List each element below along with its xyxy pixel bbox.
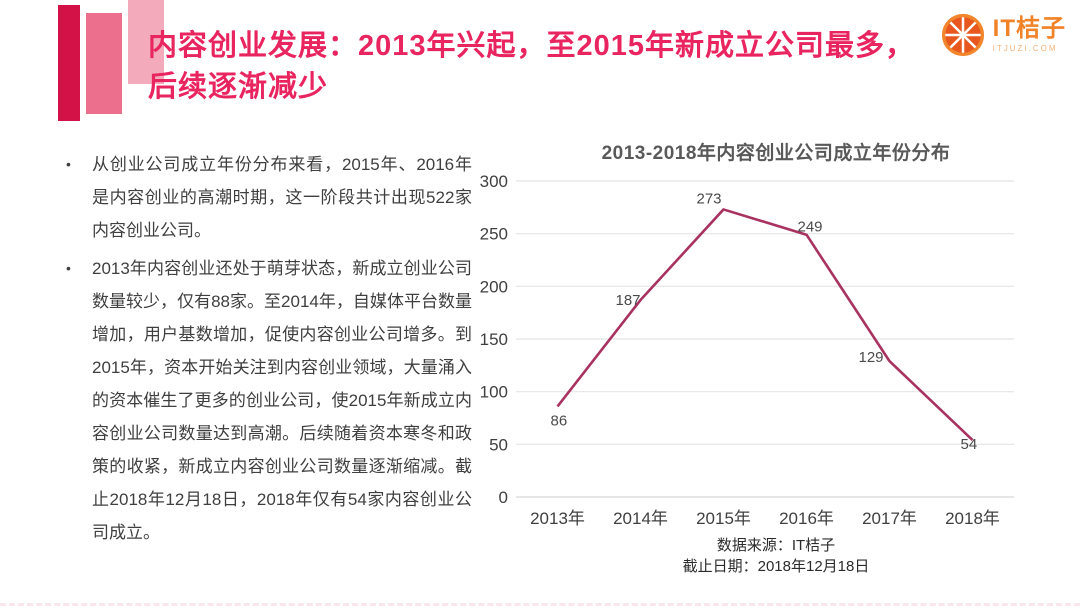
- slide-title-line2: 后续逐渐减少: [148, 70, 329, 103]
- logo-name: IT桔子: [992, 15, 1066, 42]
- data-label: 273: [697, 190, 722, 207]
- bullet-item-2: • 2013年内容创业还处于萌芽状态，新成立创业公司数量较少，仅有88家。至20…: [62, 252, 472, 549]
- line-chart-panel: 2013-2018年内容创业公司成立年份分布 0 50 100 150 200 250 30…: [480, 138, 1072, 577]
- bullet-text-2: 2013年内容创业还处于萌芽状态，新成立创业公司数量较少，仅有88家。至2014…: [92, 259, 472, 542]
- bullet-list: • 从创业公司成立年份分布来看，2015年、2016年是内容创业的高潮时期，这一…: [62, 148, 472, 554]
- orange-fruit-icon: [941, 13, 984, 57]
- chart-title: 2013-2018年内容创业公司成立年份分布: [601, 143, 951, 164]
- data-label: 54: [961, 436, 978, 453]
- chart-line-series: [556, 208, 974, 442]
- x-axis-tick: 2016年: [779, 509, 834, 528]
- y-axis-tick: 100: [480, 383, 508, 402]
- slide-title-line1: 内容创业发展：2013年兴起，至2015年新成立公司最多，: [148, 30, 916, 62]
- title-accent-bar-medium: [86, 13, 122, 114]
- x-axis-tick: 2015年: [696, 509, 751, 528]
- y-axis-tick: 50: [489, 435, 508, 454]
- slide-title: 内容创业发展：2013年兴起，至2015年新成立公司最多， 后续逐渐减少: [148, 26, 948, 107]
- x-axis-tick: 2014年: [613, 509, 668, 528]
- data-label: 249: [798, 219, 823, 236]
- bullet-dot-icon: •: [66, 156, 71, 172]
- y-axis-tick: 0: [499, 488, 508, 507]
- chart-source: 数据来源：IT桔子 截止日期：2018年12月18日: [480, 535, 1072, 577]
- chart-source-line2: 截止日期：2018年12月18日: [682, 558, 870, 575]
- y-axis-tick: 150: [480, 330, 508, 349]
- footer-dashed-divider: [0, 603, 1080, 606]
- line-chart: 0 50 100 150 200 250 300 2013年 2014年 2015年 2016年 20…: [480, 172, 1014, 528]
- title-accent-bar-light: [128, 0, 164, 84]
- logo-subtext: ITJUZI.COM: [992, 44, 1058, 53]
- data-label: 86: [551, 412, 568, 429]
- title-accent-bar-dark: [58, 5, 80, 121]
- bullet-text-1: 从创业公司成立年份分布来看，2015年、2016年是内容创业的高潮时期，这一阶段…: [92, 155, 472, 240]
- y-axis-tick: 250: [480, 225, 508, 244]
- chart-source-line1: 数据来源：IT桔子: [716, 537, 836, 554]
- x-axis-tick: 2013年: [530, 509, 585, 528]
- bullet-item-1: • 从创业公司成立年份分布来看，2015年、2016年是内容创业的高潮时期，这一…: [62, 148, 472, 247]
- bullet-dot-icon: •: [66, 260, 71, 276]
- data-label: 187: [616, 292, 641, 309]
- y-axis-tick: 300: [480, 172, 508, 191]
- logo-text: IT桔子 ITJUZI.COM: [993, 17, 1066, 53]
- x-axis-tick: 2018年: [945, 509, 1000, 528]
- itjuzi-logo: IT桔子 ITJUZI.COM: [940, 12, 1066, 58]
- x-axis-tick: 2017年: [862, 509, 917, 528]
- data-label: 129: [859, 349, 884, 366]
- y-axis-tick: 200: [480, 277, 508, 296]
